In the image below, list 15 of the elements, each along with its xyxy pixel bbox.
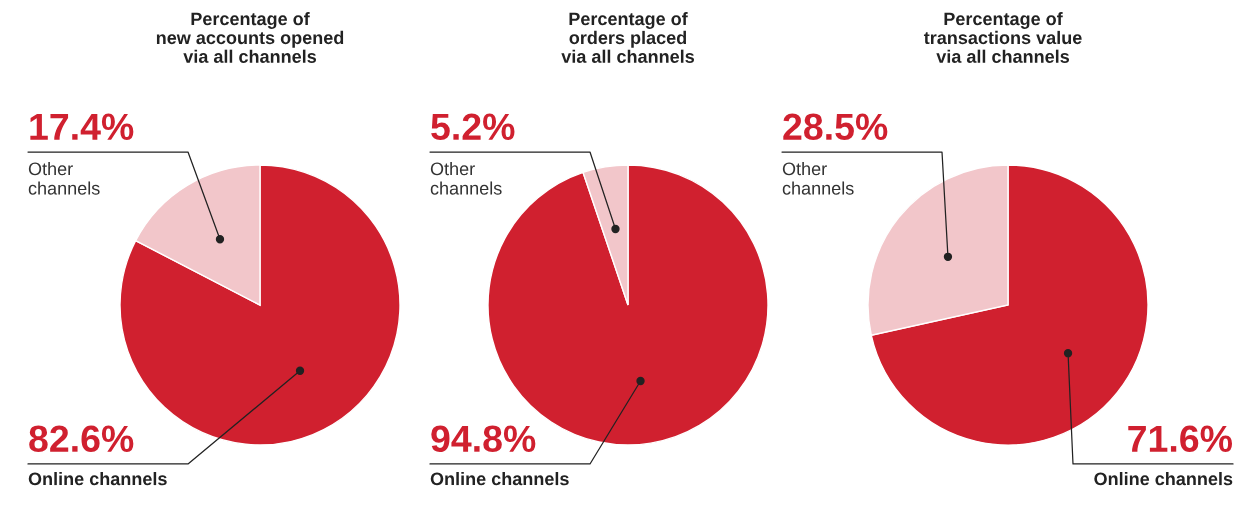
slice-label: Online channels xyxy=(430,472,569,486)
chart-title: Percentage of orders placed via all channels xyxy=(561,12,694,63)
data-label: 82.6% xyxy=(29,425,134,453)
slice-label: Online channels xyxy=(1094,472,1233,486)
data-label: 17.4% xyxy=(30,113,134,140)
data-label: 71.6% xyxy=(1128,425,1233,453)
chart-title: Percentage of new accounts opened via all channels xyxy=(156,12,344,63)
slice-label: Other channels xyxy=(782,162,854,195)
chart-title: Percentage of transactions value via all channels xyxy=(923,12,1082,63)
data-label: 94.8% xyxy=(431,425,536,453)
data-label: 5.2% xyxy=(431,113,515,141)
data-label: 28.5% xyxy=(783,113,888,141)
slice-label: Online channels xyxy=(28,472,167,486)
slice-label: Other channels xyxy=(28,162,100,195)
slice-label: Other channels xyxy=(430,162,502,195)
